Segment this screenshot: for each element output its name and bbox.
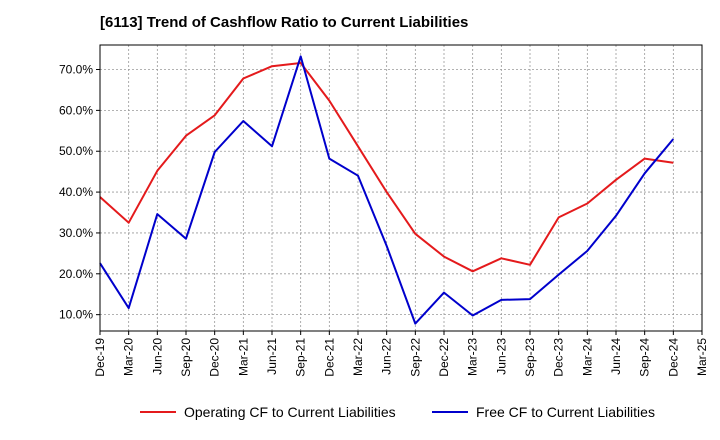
x-tick-label: Dec-20 xyxy=(208,338,222,377)
x-tick-label: Mar-23 xyxy=(466,338,480,376)
x-tick-label: Mar-21 xyxy=(236,338,250,376)
x-tick-label: Dec-21 xyxy=(322,338,336,377)
x-axis: Dec-19 Mar-20 Jun-20 Sep-20 Dec-20 Mar-21 Jun-… xyxy=(93,331,709,377)
y-tick-label: 50.0% xyxy=(59,144,93,158)
legend-item-free-cf: Free CF to Current Liabilities xyxy=(432,404,655,420)
series-line-operating-cf xyxy=(99,62,674,273)
y-axis: 10.0% 20.0% 30.0% 40.0% 50.0% 60.0% 70.0% xyxy=(59,63,100,322)
x-tick-label: Sep-21 xyxy=(294,338,308,377)
x-tick-label: Mar-24 xyxy=(580,338,594,376)
x-tick-label: Dec-24 xyxy=(666,338,680,377)
x-tick-label: Mar-25 xyxy=(695,338,709,376)
x-tick-label: Sep-24 xyxy=(638,338,652,377)
x-tick-label: Jun-20 xyxy=(150,338,164,375)
series-line-free-cf xyxy=(99,55,675,325)
legend-label-free-cf: Free CF to Current Liabilities xyxy=(476,404,655,420)
plot-frame xyxy=(99,44,703,332)
y-tick-label: 30.0% xyxy=(59,226,93,240)
x-tick-label: Dec-23 xyxy=(552,338,566,377)
legend-item-operating-cf: Operating CF to Current Liabilities xyxy=(140,404,396,420)
legend-swatch-operating-cf xyxy=(140,411,176,413)
y-tick-label: 10.0% xyxy=(59,308,93,322)
chart-title: [6113] Trend of Cashflow Ratio to Curren… xyxy=(100,14,469,31)
x-tick-label: Jun-23 xyxy=(494,338,508,375)
y-tick-label: 60.0% xyxy=(59,103,93,117)
x-tick-label: Sep-23 xyxy=(523,338,537,377)
grid xyxy=(99,45,703,331)
series-lines xyxy=(99,55,675,325)
x-tick-label: Jun-22 xyxy=(380,338,394,375)
x-tick-label: Sep-22 xyxy=(408,338,422,377)
x-tick-label: Dec-19 xyxy=(93,338,107,377)
x-tick-label: Dec-22 xyxy=(437,338,451,377)
x-tick-label: Mar-20 xyxy=(122,338,136,376)
y-tick-label: 40.0% xyxy=(59,185,93,199)
x-tick-label: Jun-21 xyxy=(265,338,279,375)
y-tick-label: 20.0% xyxy=(59,267,93,281)
x-tick-label: Sep-20 xyxy=(179,338,193,377)
y-tick-label: 70.0% xyxy=(59,63,93,77)
legend: Operating CF to Current Liabilities Free… xyxy=(0,404,720,428)
x-tick-label: Mar-22 xyxy=(351,338,365,376)
legend-swatch-free-cf xyxy=(432,411,468,413)
x-tick-label: Jun-24 xyxy=(609,338,623,375)
legend-label-operating-cf: Operating CF to Current Liabilities xyxy=(184,404,396,420)
